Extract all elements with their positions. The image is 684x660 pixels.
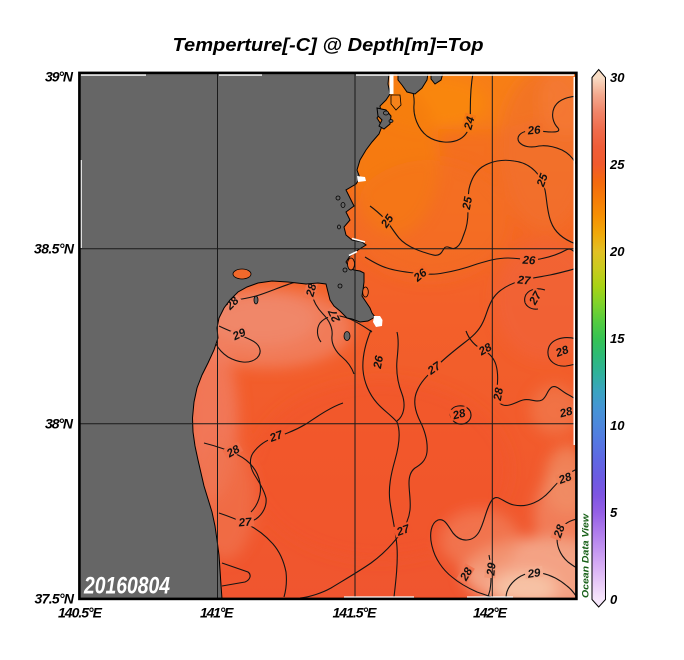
svg-text:28: 28: [492, 386, 506, 402]
svg-text:28: 28: [558, 405, 575, 420]
svg-text:30: 30: [610, 70, 625, 85]
svg-text:39°N: 39°N: [45, 69, 74, 85]
svg-text:38°N: 38°N: [45, 415, 74, 431]
svg-text:29: 29: [526, 567, 542, 581]
svg-text:26: 26: [521, 255, 536, 268]
svg-text:142°E: 142°E: [473, 605, 508, 621]
svg-text:Temperture[-C] @ Depth[m]=Top: Temperture[-C] @ Depth[m]=Top: [173, 35, 484, 55]
svg-text:Ocean Data View: Ocean Data View: [580, 513, 591, 598]
svg-text:29: 29: [230, 327, 248, 344]
svg-text:25: 25: [609, 157, 625, 172]
svg-text:28: 28: [552, 523, 568, 541]
svg-text:27: 27: [237, 516, 252, 529]
svg-text:141.5°E: 141.5°E: [333, 605, 378, 621]
svg-text:27: 27: [516, 274, 531, 287]
svg-text:27: 27: [267, 429, 285, 445]
svg-text:0: 0: [610, 592, 618, 607]
svg-text:28: 28: [304, 282, 319, 299]
svg-text:27: 27: [394, 523, 412, 539]
svg-text:25: 25: [535, 172, 551, 190]
svg-text:37.5°N: 37.5°N: [35, 591, 75, 607]
svg-text:25: 25: [461, 195, 475, 211]
svg-text:15: 15: [610, 331, 625, 346]
svg-text:28: 28: [553, 344, 571, 360]
svg-text:27: 27: [327, 307, 344, 325]
svg-text:38.5°N: 38.5°N: [34, 241, 75, 257]
svg-text:28: 28: [556, 471, 574, 487]
svg-text:10: 10: [610, 418, 625, 433]
svg-text:20: 20: [609, 244, 625, 259]
svg-text:141°E: 141°E: [200, 605, 234, 621]
svg-text:5: 5: [610, 505, 618, 520]
svg-text:20160804: 20160804: [83, 573, 170, 600]
svg-text:140.5°E: 140.5°E: [58, 605, 103, 621]
svg-text:28: 28: [451, 407, 468, 422]
svg-text:26: 26: [526, 124, 541, 137]
svg-text:24: 24: [462, 115, 477, 132]
svg-text:26: 26: [372, 354, 386, 370]
